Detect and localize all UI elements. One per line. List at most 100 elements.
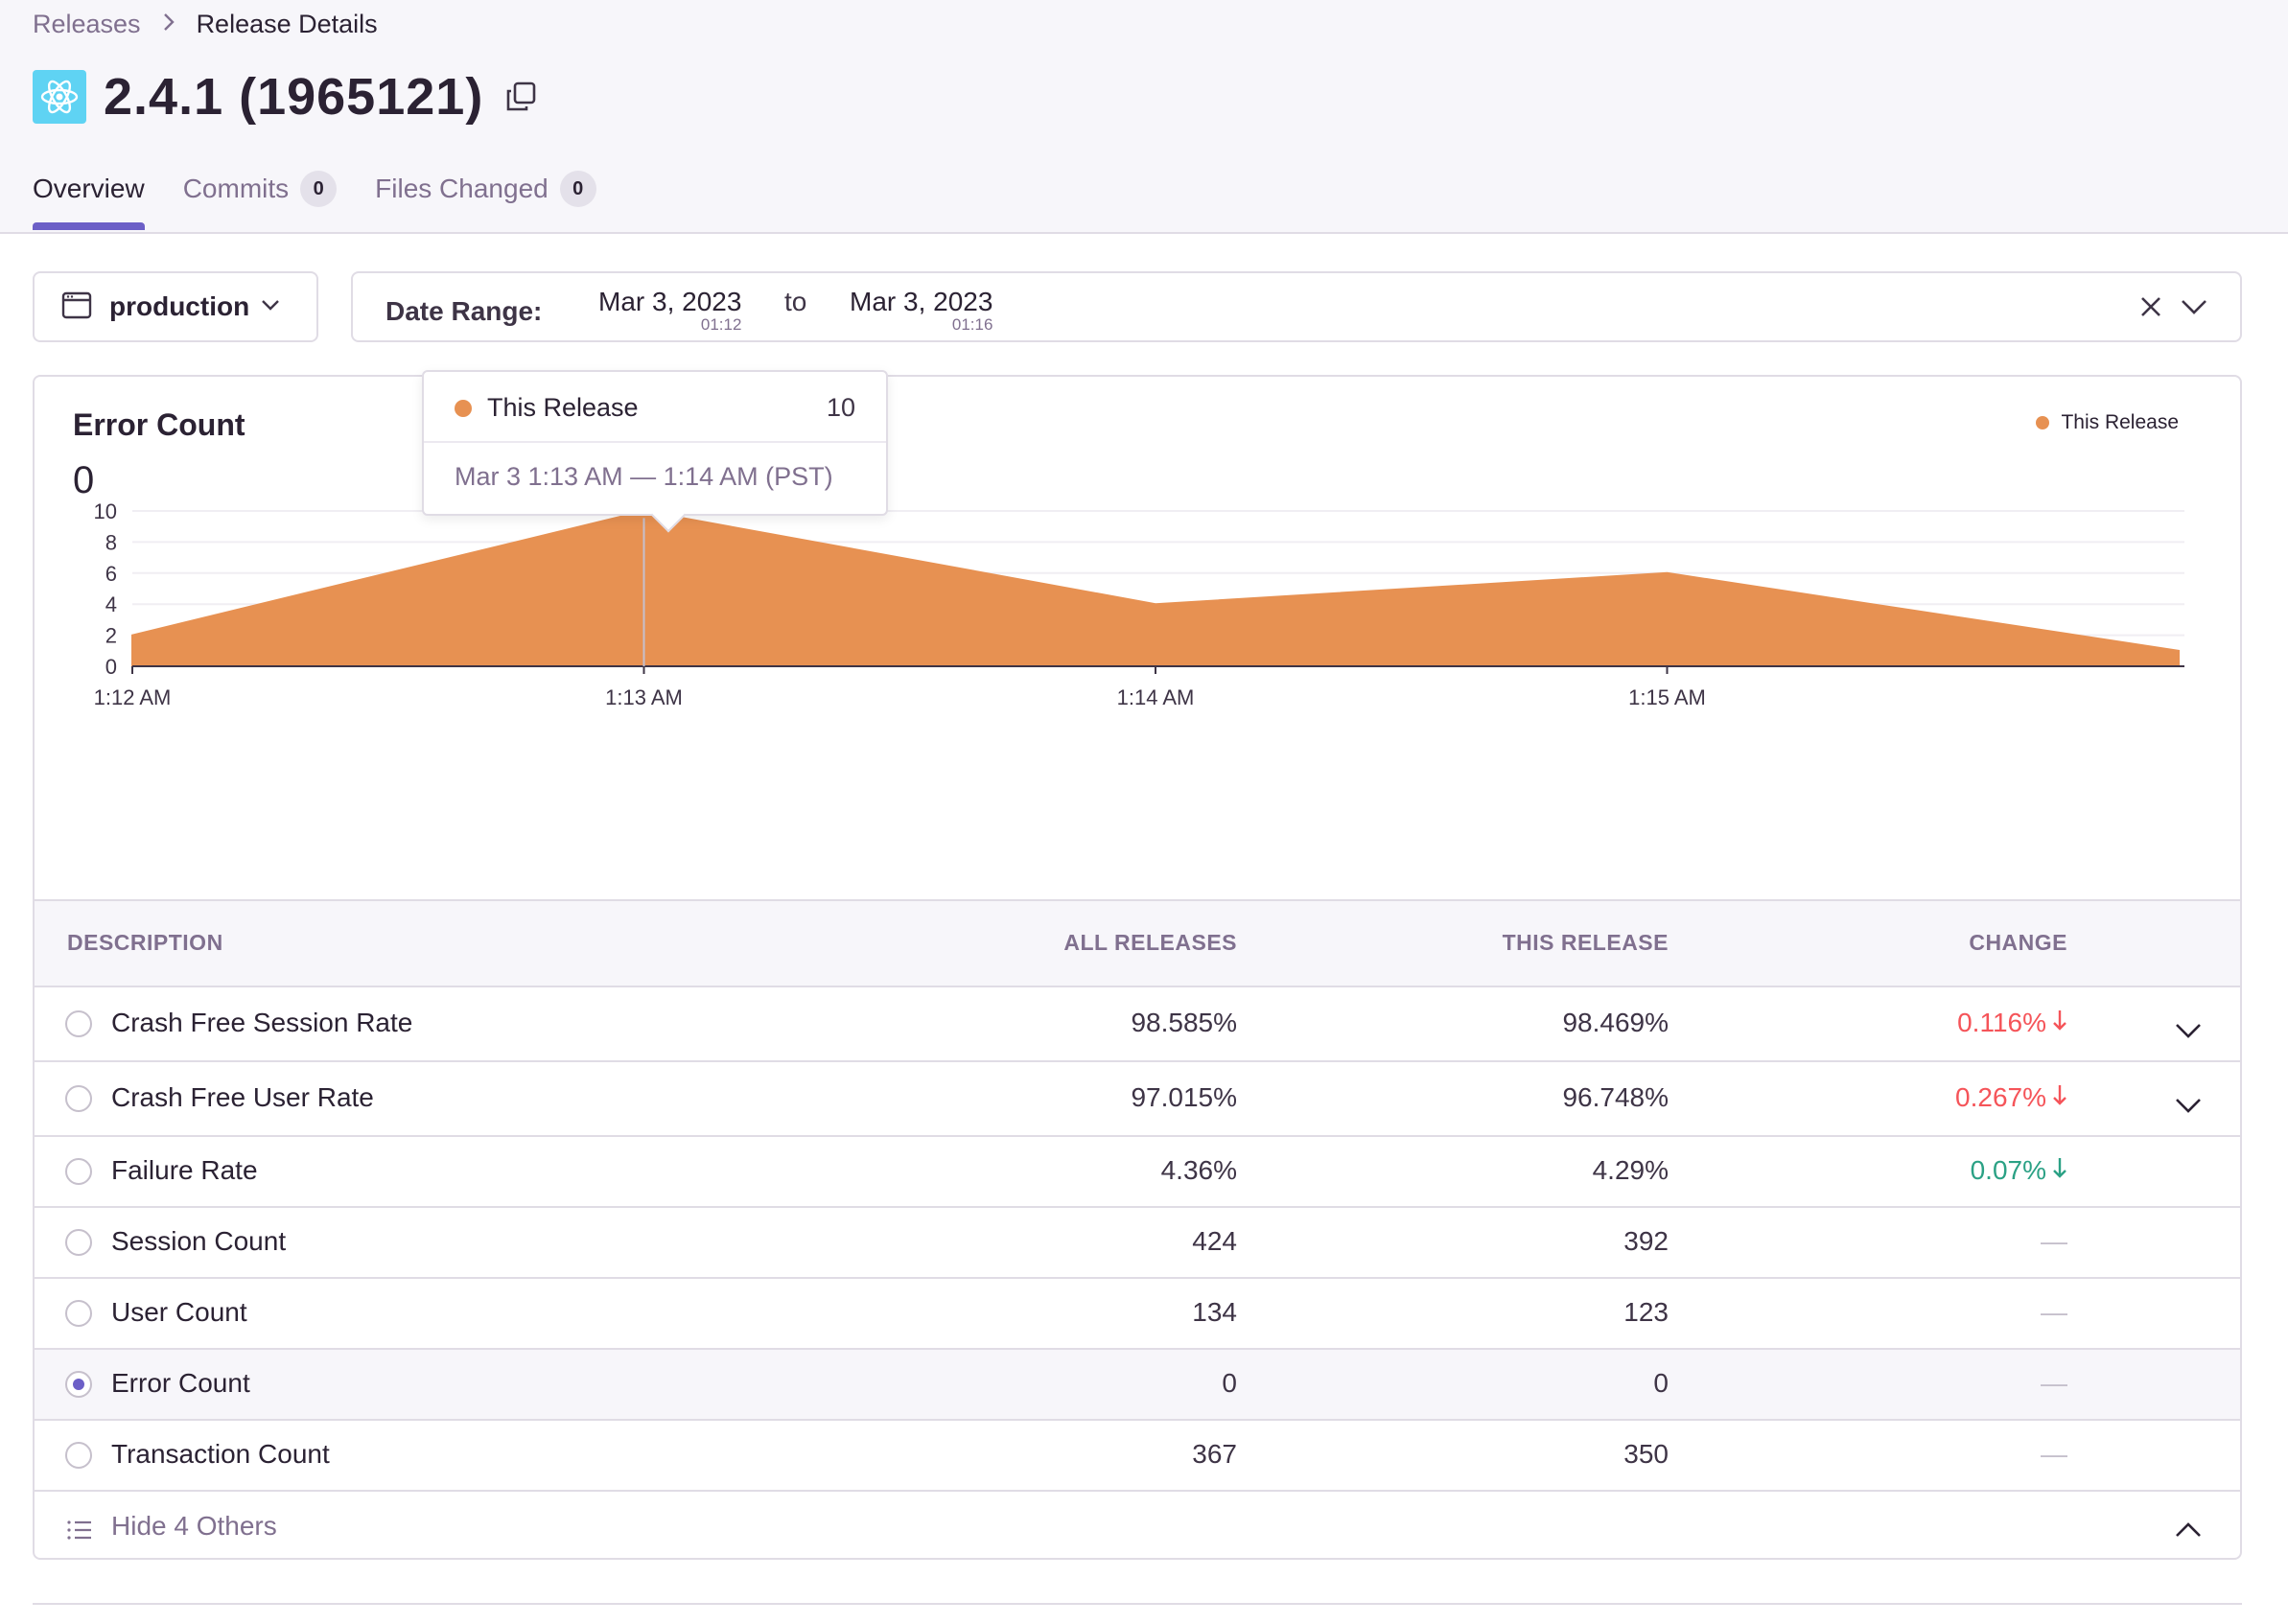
next-section-edge xyxy=(33,1603,2242,1624)
tab-files-changed[interactable]: Files Changed 0 xyxy=(375,169,596,209)
tab-commits[interactable]: Commits 0 xyxy=(182,169,338,209)
change-text: — xyxy=(2041,1226,2067,1256)
row-radio[interactable] xyxy=(65,1371,92,1398)
change-value: 0.07% xyxy=(1971,1155,2067,1186)
change-text: — xyxy=(2041,1297,2067,1327)
x-tick-label: 1:13 AM xyxy=(605,685,683,709)
chevron-down-icon[interactable] xyxy=(2175,1015,2202,1046)
table-row[interactable]: User Count 134 123 — xyxy=(35,1279,2240,1350)
metric-name: User Count xyxy=(111,1297,247,1327)
change-value: — xyxy=(2041,1368,2067,1399)
all-releases-value: 98.585% xyxy=(1131,1008,1237,1037)
tab-label: Overview xyxy=(33,174,145,203)
chart-tooltip: This Release 10 Mar 3 1:13 AM — 1:14 AM … xyxy=(422,370,888,533)
all-releases-value: 134 xyxy=(1192,1297,1237,1327)
tooltip-series-name: This Release xyxy=(487,393,639,422)
change-value: — xyxy=(2041,1226,2067,1257)
row-radio[interactable] xyxy=(65,1085,92,1112)
breadcrumb: Releases Release Details xyxy=(33,10,378,39)
metrics-table: DESCRIPTION ALL RELEASES THIS RELEASE CH… xyxy=(35,899,2240,1558)
start-date: Mar 3, 2023 01:12 xyxy=(598,287,741,335)
calendar-icon xyxy=(61,290,92,325)
header-change: CHANGE xyxy=(1969,930,2067,955)
tab-bar: Overview Commits 0 Files Changed 0 xyxy=(33,169,635,230)
chart-title: Error Count xyxy=(73,407,245,442)
change-text: — xyxy=(2041,1439,2067,1469)
chart-total-value: 0 xyxy=(73,459,95,501)
row-radio[interactable] xyxy=(65,1442,92,1469)
close-icon[interactable] xyxy=(2138,294,2163,324)
row-radio[interactable] xyxy=(65,1010,92,1037)
table-row[interactable]: Crash Free User Rate 97.015% 96.748% 0.267% xyxy=(35,1062,2240,1137)
metric-name: Error Count xyxy=(111,1368,250,1398)
all-releases-value: 424 xyxy=(1192,1226,1237,1256)
release-comparison-card: Error Count 0 This Release 0 2 4 6 8 10 1:12 A… xyxy=(33,375,2242,1560)
end-date: Mar 3, 2023 01:16 xyxy=(850,287,992,335)
change-value: 0.267% xyxy=(1955,1082,2067,1113)
chevron-down-icon[interactable] xyxy=(2181,298,2207,320)
tooltip-series-row: This Release 10 xyxy=(455,393,855,423)
hide-others-toggle[interactable]: Hide 4 Others xyxy=(35,1492,2240,1558)
header-description: DESCRIPTION xyxy=(67,930,223,955)
breadcrumb-releases-link[interactable]: Releases xyxy=(33,10,141,38)
table-header: DESCRIPTION ALL RELEASES THIS RELEASE CH… xyxy=(35,899,2240,987)
tab-label: Commits xyxy=(182,174,290,203)
row-radio[interactable] xyxy=(65,1300,92,1327)
this-release-value: 350 xyxy=(1623,1439,1669,1469)
page-title: 2.4.1 (1965121) xyxy=(104,68,484,126)
chart-legend[interactable]: This Release xyxy=(2036,411,2179,434)
all-releases-value: 0 xyxy=(1222,1368,1237,1398)
change-value: — xyxy=(2041,1297,2067,1328)
change-text: — xyxy=(2041,1368,2067,1398)
table-row[interactable]: Crash Free Session Rate 98.585% 98.469% 0.1… xyxy=(35,987,2240,1062)
error-count-chart[interactable]: 0 2 4 6 8 10 1:12 AM 1:13 AM 1:14 AM 1:15 AM xyxy=(35,501,2240,904)
series-area-this-release[interactable] xyxy=(131,509,2180,667)
list-icon xyxy=(67,1517,92,1547)
environment-selector[interactable]: production xyxy=(33,271,318,342)
chevron-down-icon[interactable] xyxy=(2175,1090,2202,1121)
y-tick-label: 0 xyxy=(105,655,117,679)
arrow-down-icon xyxy=(2052,1008,2067,1037)
metric-name: Failure Rate xyxy=(111,1155,258,1185)
table-row[interactable]: Session Count 424 392 — xyxy=(35,1208,2240,1279)
copy-icon[interactable] xyxy=(504,81,537,113)
header-this-release: THIS RELEASE xyxy=(1502,930,1669,955)
y-tick-label: 4 xyxy=(105,592,117,616)
end-date-value: Mar 3, 2023 xyxy=(850,287,993,316)
this-release-value: 4.29% xyxy=(1592,1155,1669,1185)
metric-name: Crash Free User Rate xyxy=(111,1082,374,1112)
change-value: — xyxy=(2041,1439,2067,1470)
tab-overview[interactable]: Overview xyxy=(33,169,145,230)
arrow-down-icon xyxy=(2052,1155,2067,1185)
end-time-value: 01:16 xyxy=(951,315,993,334)
y-tick-label: 6 xyxy=(105,562,117,586)
tab-label: Files Changed xyxy=(375,174,549,203)
y-tick-label: 10 xyxy=(94,501,117,523)
row-radio[interactable] xyxy=(65,1158,92,1185)
x-tick-label: 1:14 AM xyxy=(1117,685,1195,709)
date-range-label: Date Range: xyxy=(385,296,543,326)
table-body: Crash Free Session Rate 98.585% 98.469% 0.1… xyxy=(35,987,2240,1492)
tooltip-time: Mar 3 1:13 AM — 1:14 AM (PST) xyxy=(455,462,833,491)
x-tick-label: 1:15 AM xyxy=(1628,685,1706,709)
start-time-value: 01:12 xyxy=(700,315,742,334)
table-row[interactable]: Transaction Count 367 350 — xyxy=(35,1421,2240,1492)
react-atom-icon xyxy=(33,70,86,124)
this-release-value: 123 xyxy=(1623,1297,1669,1327)
tooltip-value: 10 xyxy=(826,393,855,422)
all-releases-value: 4.36% xyxy=(1160,1155,1237,1185)
start-date-value: Mar 3, 2023 xyxy=(598,287,742,316)
all-releases-value: 97.015% xyxy=(1131,1082,1237,1112)
date-range-selector[interactable]: Date Range: Mar 3, 2023 01:12 to Mar 3, … xyxy=(351,271,2242,342)
table-row[interactable]: Error Count 0 0 — xyxy=(35,1350,2240,1421)
legend-dot xyxy=(2036,416,2050,429)
row-radio[interactable] xyxy=(65,1229,92,1256)
this-release-value: 96.748% xyxy=(1562,1082,1669,1112)
chevron-up-icon xyxy=(2175,1515,2202,1545)
all-releases-value: 367 xyxy=(1192,1439,1237,1469)
count-badge: 0 xyxy=(300,171,338,207)
metric-name: Session Count xyxy=(111,1226,287,1256)
arrow-down-icon xyxy=(2052,1082,2067,1112)
this-release-value: 0 xyxy=(1653,1368,1669,1398)
table-row[interactable]: Failure Rate 4.36% 4.29% 0.07% xyxy=(35,1137,2240,1208)
